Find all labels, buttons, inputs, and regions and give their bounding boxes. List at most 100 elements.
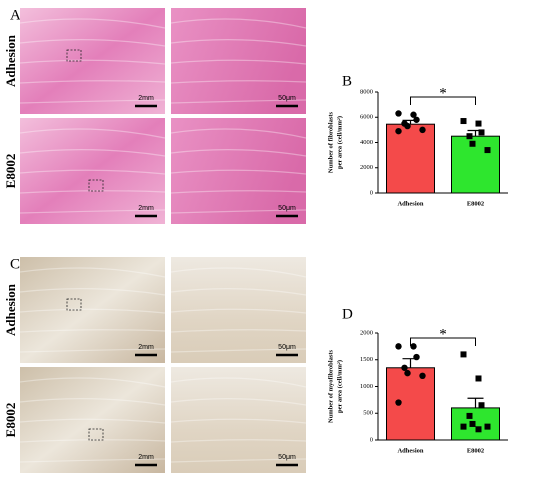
tissue-fiber [170, 288, 307, 296]
roi-box [66, 49, 82, 62]
data-point [410, 111, 417, 118]
roi-box [88, 428, 104, 441]
micrograph [20, 257, 165, 363]
tissue-fiber [19, 99, 166, 104]
tissue-fiber [19, 169, 166, 175]
data-point [395, 399, 402, 406]
y-tick-label: 0 [370, 189, 373, 196]
scale-label: 50μm [278, 454, 296, 461]
error-bar [467, 397, 484, 408]
micrograph [171, 8, 306, 114]
data-point [484, 423, 491, 430]
tissue-fiber [19, 398, 166, 406]
data-point [469, 140, 476, 147]
significance-bracket [410, 337, 476, 346]
x-tick-label: E8002 [467, 200, 484, 207]
tissue-fiber [19, 18, 166, 29]
data-point [484, 147, 491, 154]
micrograph [171, 118, 306, 224]
tissue-fiber [19, 39, 166, 47]
tissue-fiber [170, 398, 307, 406]
tissue-fiber [19, 149, 166, 157]
y-tick-label: 2000 [360, 329, 373, 336]
tissue-fiber [170, 80, 307, 84]
tissue-fiber [170, 348, 307, 353]
y-axis-label: per area (cell/mm²) [336, 360, 343, 413]
data-point [460, 118, 467, 125]
bar [386, 123, 435, 194]
tissue-fiber [19, 288, 166, 296]
data-point [460, 423, 467, 430]
micrograph [171, 367, 306, 473]
data-point [413, 116, 420, 123]
y-tick-label: 8000 [360, 88, 373, 95]
micrograph [20, 367, 165, 473]
tissue-fiber [170, 329, 307, 333]
tissue-fiber [170, 99, 307, 104]
significance-label: * [439, 85, 447, 101]
data-point [419, 372, 426, 379]
tissue-fiber [170, 169, 307, 175]
micrograph [20, 118, 165, 224]
tissue-fiber [19, 59, 166, 65]
tissue-fiber [19, 267, 166, 278]
y-tick-label: 4000 [360, 139, 373, 146]
micrograph [171, 257, 306, 363]
data-point [478, 129, 485, 136]
panel-label: C [10, 256, 20, 272]
row-label: Adhesion [3, 34, 18, 87]
scale-label: 2mm [138, 344, 154, 351]
tissue-fiber [170, 128, 307, 139]
data-point [419, 126, 426, 134]
row-label: E8002 [3, 403, 18, 438]
scale-label: 2mm [138, 454, 154, 461]
tissue-fiber [19, 348, 166, 353]
tissue-fiber [170, 149, 307, 157]
y-tick-label: 1000 [360, 383, 373, 390]
tissue-fiber [19, 377, 166, 388]
row-label: E8002 [3, 154, 18, 189]
y-tick-label: 2000 [360, 164, 373, 171]
y-tick-label: 0 [370, 436, 373, 443]
data-point [395, 127, 402, 135]
panel-label: D [342, 306, 353, 322]
panel-label: B [342, 73, 352, 89]
data-point [475, 426, 482, 433]
tissue-fiber [170, 308, 307, 314]
row-label: Adhesion [3, 283, 18, 336]
y-tick-label: 1500 [360, 356, 373, 363]
tissue-fiber [19, 308, 166, 314]
y-axis-label: per area (cell/mm²) [336, 116, 343, 169]
tissue-fiber [170, 458, 307, 463]
tissue-fiber [170, 267, 307, 278]
data-point [404, 369, 411, 377]
x-tick-label: E8002 [467, 447, 484, 454]
tissue-fiber [170, 209, 307, 214]
tissue-fiber [170, 377, 307, 388]
data-point [404, 122, 411, 130]
y-axis-label: Number of fibroblasts [327, 111, 334, 173]
y-axis-label: Number of myofibroblasts [327, 350, 334, 424]
data-point [475, 375, 482, 382]
significance-label: * [439, 326, 447, 342]
data-point [413, 353, 420, 361]
tissue-fiber [19, 80, 166, 84]
significance-bracket [410, 96, 476, 105]
data-point [395, 110, 402, 117]
scale-label: 50μm [278, 95, 296, 102]
tissue-fiber [170, 418, 307, 424]
roi-box [88, 179, 104, 192]
x-tick-label: Adhesion [397, 200, 423, 207]
data-point [478, 402, 485, 409]
data-point [460, 351, 467, 358]
data-point [466, 412, 473, 419]
tissue-fiber [170, 439, 307, 443]
x-tick-label: Adhesion [397, 447, 423, 454]
tissue-fiber [19, 458, 166, 463]
roi-box [66, 298, 82, 311]
panel-label: A [10, 7, 21, 23]
y-tick-label: 6000 [360, 114, 373, 121]
tissue-fiber [170, 190, 307, 194]
data-point [401, 364, 408, 371]
